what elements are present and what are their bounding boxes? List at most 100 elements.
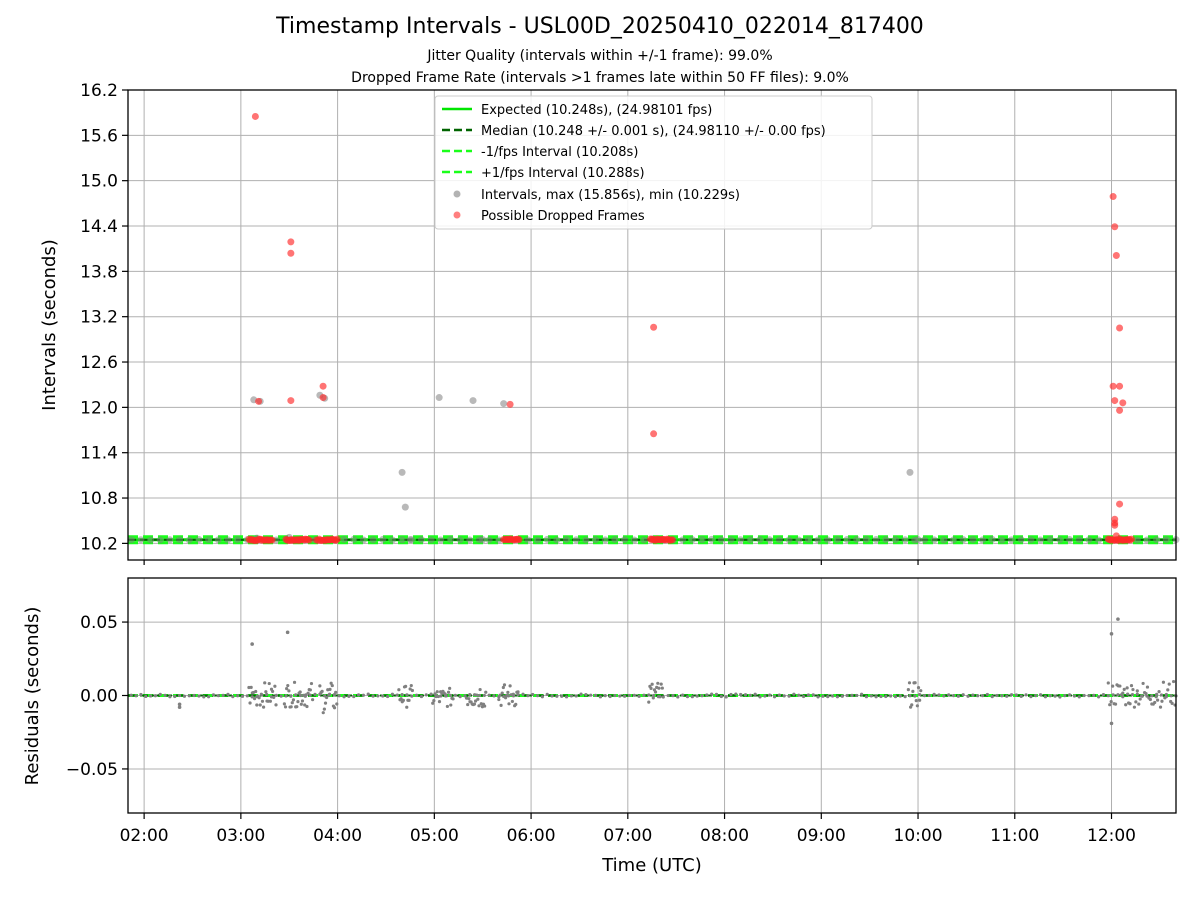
residual-point	[500, 691, 504, 695]
x-tick-label: 06:00	[507, 826, 556, 846]
residual-point	[613, 693, 617, 698]
dropped-frame-point	[506, 400, 514, 408]
residual-point	[258, 703, 262, 707]
residual-point	[439, 694, 443, 698]
residual-point	[366, 692, 370, 696]
residual-point	[763, 694, 767, 698]
top-y-tick-label: 16.2	[80, 81, 118, 101]
legend-label-plus-interval: +1/fps Interval (10.288s)	[481, 166, 645, 181]
residual-point	[477, 693, 482, 698]
residual-point	[249, 685, 253, 689]
residual-point	[908, 694, 912, 698]
top-y-tick-label: 12.6	[80, 353, 118, 373]
residual-point	[811, 693, 815, 697]
residual-point	[265, 692, 269, 697]
residual-point	[407, 698, 411, 702]
residual-point	[990, 695, 994, 699]
residual-point	[1158, 705, 1163, 709]
residual-point	[306, 691, 310, 695]
residual-point	[632, 693, 636, 697]
residual-point	[424, 693, 428, 697]
dropped-frame-point	[650, 430, 658, 438]
interval-point	[1095, 536, 1103, 544]
residual-point	[898, 694, 902, 698]
residual-point	[659, 682, 663, 686]
residual-point	[245, 694, 249, 698]
top-y-tick-label: 11.4	[80, 444, 118, 464]
dropped-frame-point	[268, 536, 276, 544]
residual-point	[508, 684, 512, 688]
interval-point	[553, 536, 561, 544]
residual-point	[1038, 693, 1043, 697]
dropped-frame-point	[668, 536, 676, 544]
residual-point	[705, 693, 709, 697]
residual-point	[207, 695, 211, 699]
interval-point	[891, 536, 899, 544]
interval-point	[708, 535, 716, 543]
residual-point	[540, 695, 544, 699]
interval-point	[979, 536, 987, 544]
residual-point	[860, 692, 864, 696]
residual-point	[681, 693, 685, 697]
interval-point	[853, 535, 861, 543]
interval-point	[1017, 536, 1025, 544]
residual-point	[356, 693, 361, 697]
residual-point	[271, 689, 275, 694]
interval-point	[843, 535, 851, 543]
residual-point	[555, 694, 559, 698]
residual-point	[650, 682, 654, 686]
residual-point	[1058, 695, 1062, 699]
residual-point	[724, 695, 728, 699]
interval-point	[137, 536, 145, 544]
residual-point	[255, 703, 259, 707]
residual-point	[263, 681, 267, 685]
bottom-y-axis-label: Residuals (seconds)	[22, 607, 43, 786]
residual-point	[1125, 686, 1129, 690]
residual-point	[484, 690, 488, 694]
residual-point	[492, 694, 496, 698]
residual-point	[864, 695, 869, 699]
interval-point	[969, 536, 977, 544]
residual-point	[444, 694, 448, 698]
interval-point	[534, 536, 542, 544]
residual-point	[250, 642, 254, 646]
top-y-ticks: 10.2 10.8 11.4 12.0 12.6 13.2 13.8 14.4 15.0 15.6…	[80, 81, 128, 554]
residual-point	[453, 693, 457, 697]
residual-point	[129, 693, 133, 697]
residual-point	[1111, 693, 1115, 697]
residual-point	[283, 705, 288, 709]
residual-point	[1135, 689, 1139, 693]
interval-point	[469, 397, 477, 405]
residual-point	[1109, 700, 1113, 704]
interval-point	[795, 536, 803, 544]
chart-subtitle-dropped: Dropped Frame Rate (intervals >1 frames …	[351, 70, 849, 86]
top-x-ticks	[143, 560, 1113, 565]
residual-point	[560, 694, 564, 698]
residual-point	[236, 694, 240, 698]
bottom-y-tick-label: 0.00	[80, 687, 118, 707]
residual-point	[1106, 681, 1110, 685]
residual-point	[502, 683, 507, 687]
residual-point	[893, 695, 898, 699]
interval-point	[427, 536, 435, 544]
residual-point	[835, 695, 840, 699]
residual-point	[144, 694, 148, 699]
residual-point	[913, 681, 917, 685]
dropped-frame-point	[319, 394, 327, 402]
residual-point	[248, 701, 252, 705]
residual-point	[792, 692, 796, 696]
interval-point	[379, 535, 387, 543]
residual-point	[390, 692, 395, 696]
residual-point	[448, 686, 452, 690]
residual-point	[261, 705, 266, 709]
residual-point	[405, 705, 409, 709]
residual-point	[298, 690, 302, 694]
residual-point	[658, 695, 662, 699]
residual-point	[153, 694, 158, 698]
residual-point	[830, 694, 835, 698]
residual-point	[1097, 695, 1101, 699]
residual-point	[719, 694, 723, 699]
interval-point	[563, 535, 571, 543]
residual-point	[291, 698, 296, 702]
residual-point	[451, 697, 455, 701]
